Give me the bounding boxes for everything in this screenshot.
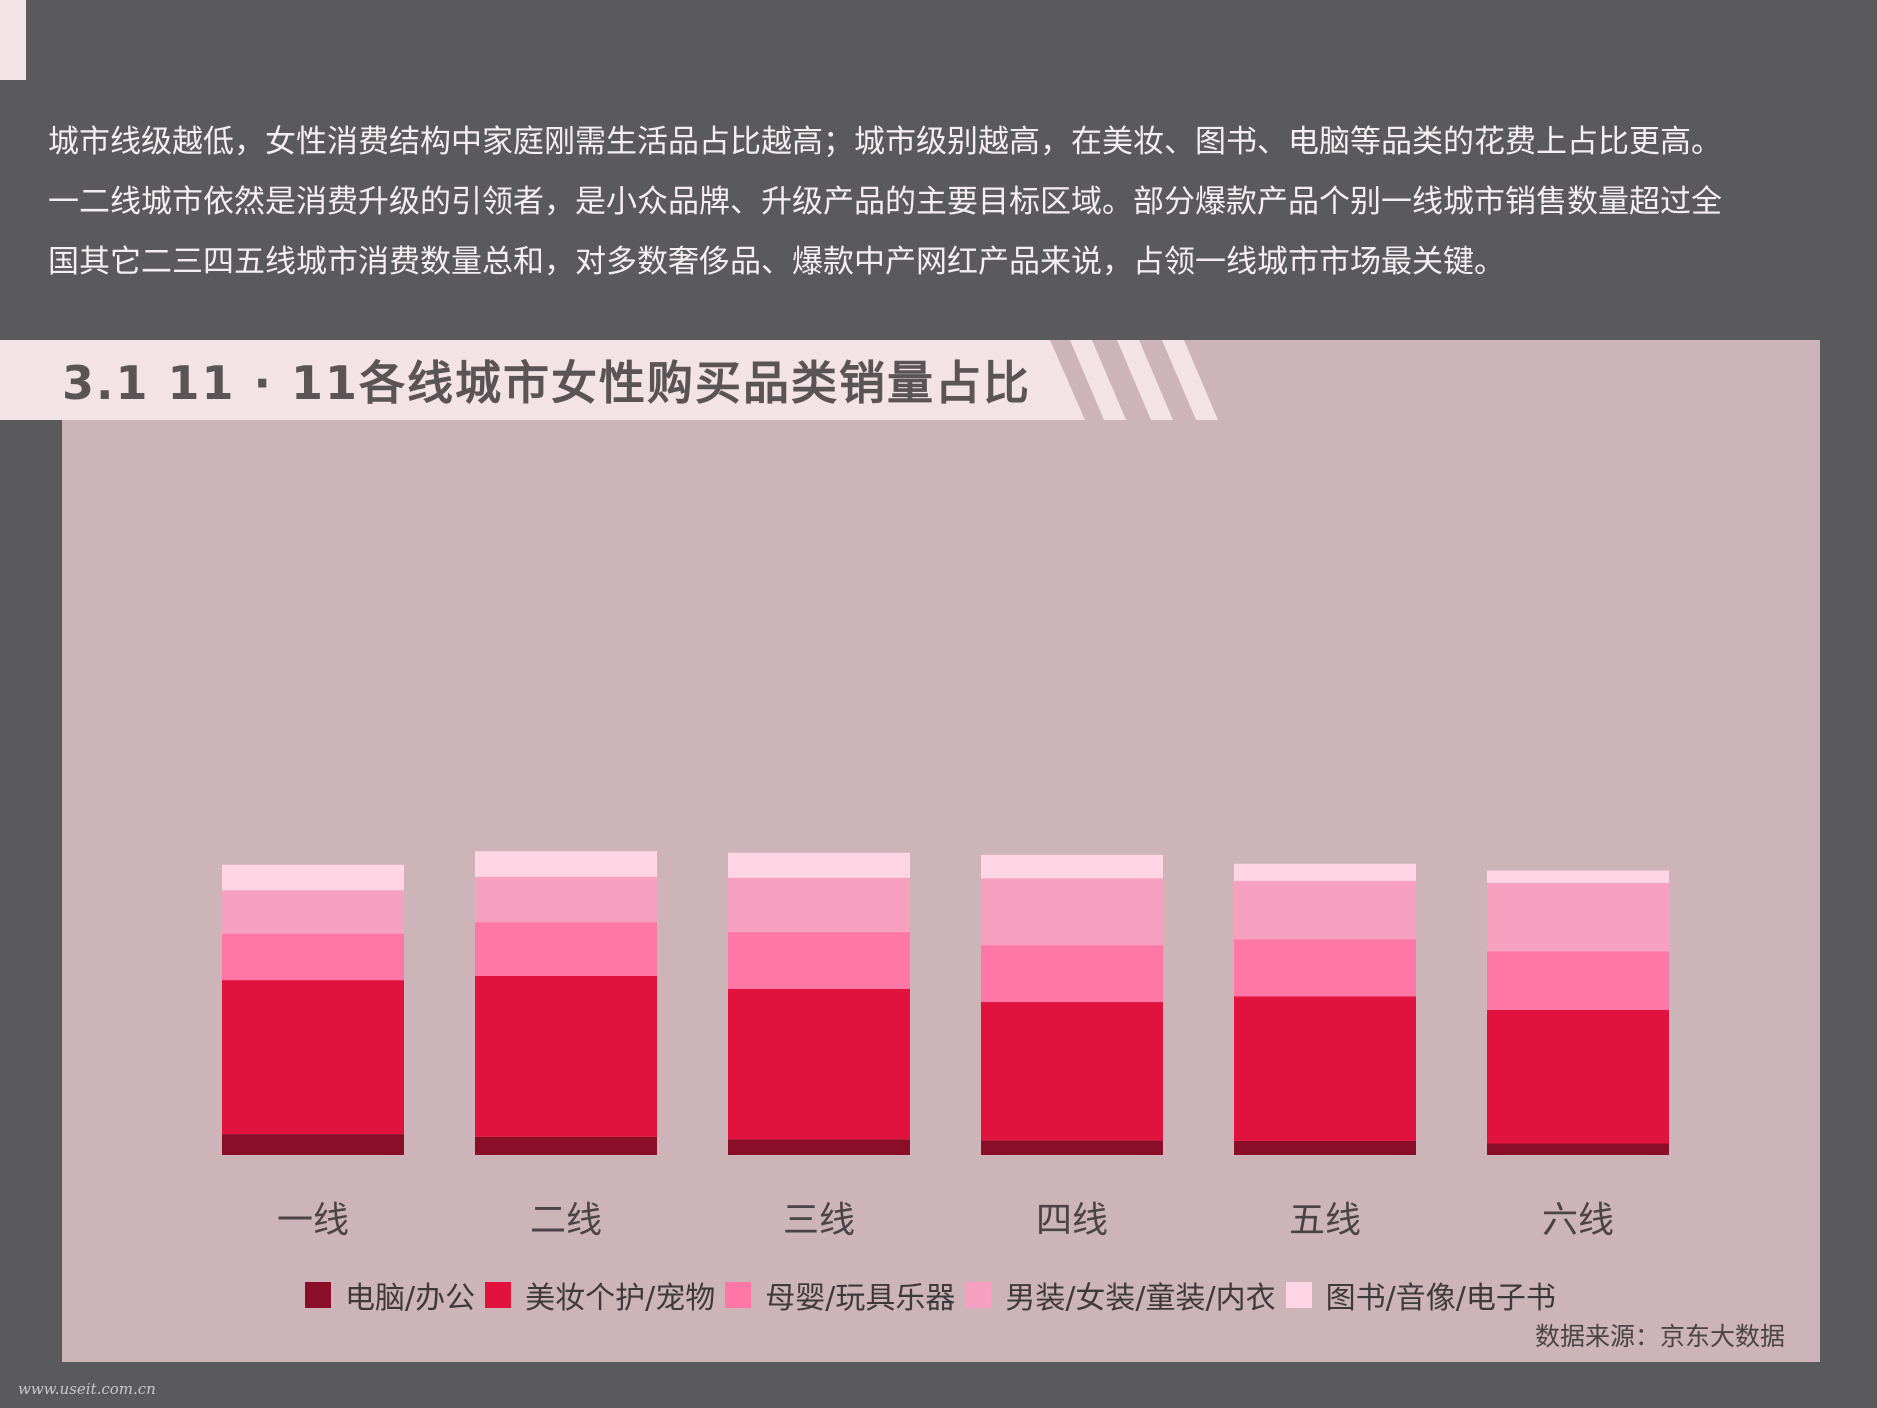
legend-swatch xyxy=(1285,1282,1312,1308)
legend-item: 美妆个护/宠物 xyxy=(485,1273,715,1317)
title-band xyxy=(0,340,1085,420)
legend-label: 男装/女装/童装/内衣 xyxy=(1005,1281,1276,1316)
bar-segment-3-3 xyxy=(728,932,910,990)
bar-segment-6-3 xyxy=(1487,951,1669,1010)
bar-segment-6-1 xyxy=(1487,1143,1669,1155)
bar-segment-5-5 xyxy=(1234,863,1416,881)
bar-segment-6-2 xyxy=(1487,1009,1669,1144)
legend-label: 美妆个护/宠物 xyxy=(525,1281,716,1316)
x-tick-label: 四线 xyxy=(1036,1200,1108,1241)
legend-label: 母婴/玩具乐器 xyxy=(765,1281,956,1316)
x-tick-label: 二线 xyxy=(530,1200,602,1241)
bar-segment-3-1 xyxy=(728,1139,910,1155)
legend-label: 电脑/办公 xyxy=(345,1281,476,1316)
bar-segment-2-1 xyxy=(475,1136,657,1155)
bar-segment-3-4 xyxy=(728,877,910,933)
x-tick-label: 六线 xyxy=(1542,1200,1614,1241)
bar-segment-4-2 xyxy=(981,1002,1163,1141)
bar-segment-1-5 xyxy=(222,864,404,891)
chart-legend: 电脑/办公 美妆个护/宠物 母婴/玩具乐器 男装/女装/童装/内衣 图书/音像/电子书 xyxy=(305,1273,1566,1317)
data-source: 数据来源：京东大数据 xyxy=(1534,1322,1785,1351)
legend-item: 母婴/玩具乐器 xyxy=(725,1273,955,1317)
corner-tab xyxy=(0,0,26,80)
intro-text: 城市线级越低，女性消费结构中家庭刚需生活品占比越高；城市级别越高，在美妆、图书、… xyxy=(48,112,1848,292)
bar-segment-4-1 xyxy=(981,1140,1163,1155)
legend-item: 电脑/办公 xyxy=(305,1273,475,1317)
bar-segment-1-1 xyxy=(222,1134,404,1155)
legend-swatch xyxy=(485,1282,512,1308)
intro-line-3: 国其它二三四五线城市消费数量总和，对多数奢侈品、爆款中产网红产品来说，占领一线城… xyxy=(48,244,1505,280)
bar-segment-2-5 xyxy=(475,851,657,877)
bar-segment-4-3 xyxy=(981,945,1163,1003)
bar-segment-6-5 xyxy=(1487,870,1669,884)
x-tick-label: 五线 xyxy=(1289,1200,1361,1241)
bar-segment-1-4 xyxy=(222,890,404,934)
intro-line-1: 城市线级越低，女性消费结构中家庭刚需生活品占比越高；城市级别越高，在美妆、图书、… xyxy=(48,124,1722,160)
bar-segment-3-5 xyxy=(728,852,910,878)
chart-panel xyxy=(62,340,1820,1362)
legend-swatch xyxy=(965,1282,992,1308)
chart-title: 3.1 11 · 11各线城市女性购买品类销量占比 xyxy=(62,356,1032,410)
bar-segment-4-4 xyxy=(981,878,1163,946)
legend-swatch xyxy=(305,1282,331,1308)
legend-item: 图书/音像/电子书 xyxy=(1285,1273,1556,1317)
legend-label: 图书/音像/电子书 xyxy=(1325,1281,1556,1316)
bar-segment-5-3 xyxy=(1234,939,1416,997)
legend-item: 男装/女装/童装/内衣 xyxy=(965,1273,1276,1317)
x-tick-label: 一线 xyxy=(277,1200,349,1241)
legend-swatch xyxy=(725,1282,752,1308)
bar-segment-1-3 xyxy=(222,933,404,981)
bar-segment-4-5 xyxy=(981,854,1163,879)
bar-segment-1-2 xyxy=(222,980,404,1135)
bar-segment-6-4 xyxy=(1487,883,1669,952)
bar-segment-5-1 xyxy=(1234,1140,1416,1155)
bar-segment-2-3 xyxy=(475,922,657,976)
intro-line-2: 一二线城市依然是消费升级的引领者，是小众品牌、升级产品的主要目标区域。部分爆款产… xyxy=(48,184,1722,220)
bar-segment-2-4 xyxy=(475,876,657,923)
bar-segment-5-2 xyxy=(1234,996,1416,1141)
bar-segment-5-4 xyxy=(1234,880,1416,940)
watermark: www.useit.com.cn xyxy=(18,1380,156,1398)
x-tick-label: 三线 xyxy=(783,1200,855,1241)
bar-segment-2-2 xyxy=(475,975,657,1137)
bar-segment-3-2 xyxy=(728,989,910,1140)
